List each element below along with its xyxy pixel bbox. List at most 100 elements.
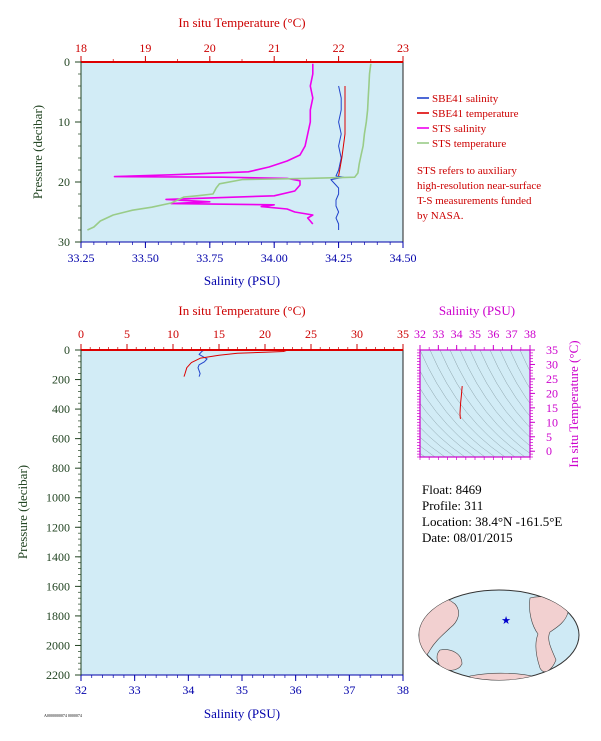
legend-label-3: STS temperature	[432, 138, 506, 150]
bottom-pressure-tick-label-11: 2200	[46, 668, 70, 682]
ts-temperature-tick-label-6: 30	[546, 357, 558, 371]
bottom-temperature-tick-label-2: 10	[167, 327, 179, 341]
top-temperature-tick-label-5: 23	[397, 41, 409, 55]
bottom-temperature-tick-label-7: 35	[397, 327, 409, 341]
top-salinity-tick-label-4: 34.25	[325, 251, 352, 265]
bottom-pressure-tick-label-6: 1200	[46, 520, 70, 534]
bottom-salinity-tick-label-6: 38	[397, 683, 409, 697]
bottom-pressure-tick-label-10: 2000	[46, 638, 70, 652]
bottom-series-group	[183, 350, 289, 377]
ts-salinity-tick-label-1: 33	[432, 327, 444, 341]
float-id: Float: 8469	[422, 482, 482, 497]
ts-salinity-tick-label-3: 35	[469, 327, 481, 341]
top-salinity-tick-label-3: 34.00	[261, 251, 288, 265]
ts-temperature-tick-label-5: 25	[546, 372, 558, 386]
ts-salinity-tick-label-5: 37	[506, 327, 518, 341]
note-line-0: STS refers to auxiliary	[417, 165, 517, 177]
bottom-temperature-tick-label-3: 15	[213, 327, 225, 341]
top-series-1	[338, 86, 346, 177]
density-contour	[459, 350, 530, 447]
bottom-pressure-tick-label-8: 1600	[46, 579, 70, 593]
density-contour	[420, 350, 506, 457]
top-salinity-tick-label-1: 33.50	[132, 251, 159, 265]
density-contour	[439, 350, 526, 457]
ts-salinity-tick-label-2: 34	[451, 327, 463, 341]
density-contour	[420, 403, 476, 457]
density-contour	[469, 350, 530, 438]
top-salinity-axis-title: Salinity (PSU)	[204, 273, 280, 288]
map-australia	[436, 649, 463, 671]
world-map: ★	[418, 589, 580, 681]
ts-salinity-axis-title: Salinity (PSU)	[439, 303, 515, 318]
density-contour	[499, 350, 530, 404]
top-salinity-tick-label-5: 34.50	[390, 251, 417, 265]
bottom-pressure-tick-label-0: 0	[64, 343, 70, 357]
legend-label-1: SBE41 temperature	[432, 108, 519, 120]
top-salinity-tick-label-2: 33.75	[196, 251, 223, 265]
top-temperature-tick-label-3: 21	[268, 41, 280, 55]
top-pressure-tick-label-0: 0	[64, 55, 70, 69]
ts-salinity-tick-label-0: 32	[414, 327, 426, 341]
map-antarctica	[469, 672, 541, 680]
ts-temperature-tick-label-2: 10	[546, 415, 558, 429]
bottom-temperature-tick-label-6: 30	[351, 327, 363, 341]
legend-label-0: SBE41 salinity	[432, 93, 499, 105]
top-plot-area	[81, 62, 403, 242]
density-contour	[420, 445, 436, 457]
bottom-salinity-tick-label-4: 36	[290, 683, 302, 697]
bottom-salinity-tick-label-2: 34	[182, 683, 194, 697]
bottom-temperature-tick-label-5: 25	[305, 327, 317, 341]
ts-plot-area	[420, 350, 530, 457]
ts-series-0	[459, 386, 463, 420]
ts-series-group	[459, 386, 463, 420]
density-contour	[509, 350, 530, 389]
ts-temperature-tick-label-0: 0	[546, 444, 552, 458]
bottom-pressure-tick-label-5: 1000	[46, 491, 70, 505]
density-contour	[420, 415, 466, 457]
top-pressure-tick-label-3: 30	[58, 235, 70, 249]
bottom-pressure-axis-title: Pressure (decibar)	[15, 465, 30, 559]
density-contour	[420, 388, 486, 457]
bottom-series-1	[183, 350, 289, 377]
note-line-2: T-S measurements funded	[417, 195, 532, 207]
density-contour	[429, 350, 516, 457]
bottom-plot-area	[81, 350, 403, 675]
density-contour	[420, 427, 456, 457]
bottom-pressure-tick-label-1: 200	[52, 373, 70, 387]
bottom-salinity-tick-label-0: 32	[75, 683, 87, 697]
bottom-salinity-tick-label-5: 37	[343, 683, 355, 697]
ts-density-contours	[420, 350, 530, 457]
top-salinity-tick-label-0: 33.25	[68, 251, 95, 265]
top-pressure-tick-label-2: 20	[58, 175, 70, 189]
density-contour	[420, 436, 446, 457]
top-series-3	[87, 63, 372, 231]
top-pressure-tick-label-1: 10	[58, 115, 70, 129]
legend: SBE41 salinity SBE41 temperature STS salin…	[417, 93, 519, 150]
sts-note: STS refers to auxiliary high-resolution n…	[417, 165, 541, 222]
bottom-temperature-axis-title: In situ Temperature (°C)	[178, 303, 305, 318]
bottom-pressure-tick-label-2: 400	[52, 402, 70, 416]
bottom-temperature-tick-label-4: 20	[259, 327, 271, 341]
ts-salinity-tick-label-6: 38	[524, 327, 536, 341]
density-contour	[420, 370, 496, 457]
density-contour	[479, 350, 530, 428]
top-axes-group: 18 19 20 21 22 23 33.25 33.50 33.75 34.00 34.25 34.…	[58, 41, 417, 265]
top-temperature-axis-title: In situ Temperature (°C)	[178, 15, 305, 30]
top-temperature-tick-label-4: 22	[333, 41, 345, 55]
note-line-3: by NASA.	[417, 210, 464, 222]
density-contour	[489, 350, 530, 417]
bottom-temperature-tick-label-1: 5	[124, 327, 130, 341]
bottom-series-0	[197, 350, 208, 377]
float-location: Location: 38.4°N -161.5°E	[422, 514, 562, 529]
note-line-1: high-resolution near-surface	[417, 180, 541, 192]
top-pressure-axis-title: Pressure (decibar)	[30, 105, 45, 199]
bottom-pressure-tick-label-4: 800	[52, 461, 70, 475]
profile-date: Date: 08/01/2015	[422, 530, 513, 545]
ts-temperature-tick-label-1: 5	[546, 430, 552, 444]
footer-code: A0000000074 0000074	[44, 713, 82, 718]
ts-salinity-tick-label-4: 36	[487, 327, 499, 341]
legend-label-2: STS salinity	[432, 123, 487, 135]
